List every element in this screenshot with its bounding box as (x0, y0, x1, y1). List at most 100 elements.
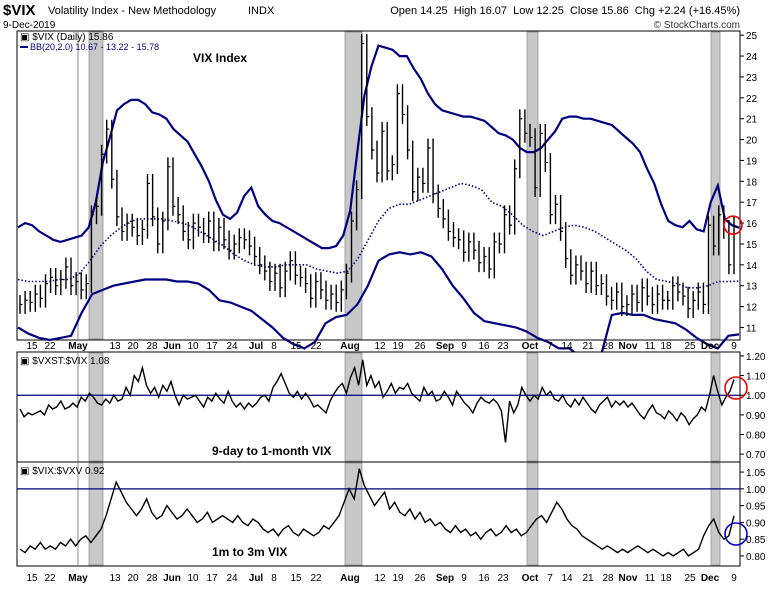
x-tick-label: 15 (26, 341, 38, 352)
y-tick-label: 1.00 (746, 485, 766, 496)
x-tick-label: 28 (146, 573, 158, 584)
highlight-circle (723, 215, 743, 235)
x-tick-label: 23 (497, 573, 509, 584)
chart-name: Volatility Index - New Methodology (48, 5, 217, 17)
y-tick-label: 21 (746, 115, 758, 126)
x-tick-label: 12 (374, 573, 386, 584)
x-axis: 15 22 May 13 20 28 Jun 10 17 24 Jul 8 15 22 Aug 12 19 26 S… (26, 341, 737, 584)
x-tick-label: 25 (684, 341, 696, 352)
y-tick-label: 0.90 (746, 411, 766, 422)
panel-vix: 11 12 13 14 15 16 17 18 19 20 21 22 23 24 25 ▣ $VIX (Da… (16, 30, 758, 365)
y-tick-label: 0.95 (746, 502, 766, 513)
panel-annotation: 1m to 3m VIX (212, 545, 287, 559)
x-tick-label: 10 (187, 573, 199, 584)
panel-vxv-ratio: 0.80 0.85 0.90 0.95 1.00 1.05 ▣ $VIX:$VXV 0.92… (16, 461, 766, 567)
x-tick-label: Dec (701, 573, 720, 584)
shaded-region (526, 31, 539, 340)
x-tick-label: 28 (602, 573, 614, 584)
shaded-region (526, 352, 539, 462)
x-tick-label: Jun (163, 573, 181, 584)
ratio-line (19, 359, 735, 443)
x-tick-label: 14 (561, 573, 573, 584)
x-tick-label: 13 (109, 573, 121, 584)
x-tick-label: May (68, 573, 88, 584)
x-tick-label: 9 (731, 573, 737, 584)
x-tick-label: 10 (187, 341, 199, 352)
shaded-region (710, 462, 721, 566)
y-tick-label: 0.80 (746, 431, 766, 442)
x-tick-label: Aug (340, 341, 359, 352)
x-tick-label: 26 (414, 573, 426, 584)
ratio-line (19, 468, 735, 557)
x-tick-label: May (68, 341, 88, 352)
x-tick-label: Sep (436, 341, 454, 352)
y-tick-label: 1.10 (746, 372, 766, 383)
x-tick-label: 15 (26, 573, 38, 584)
x-tick-label: 9 (461, 341, 467, 352)
y-tick-label: 23 (746, 73, 758, 84)
y-tick-label: 15 (746, 240, 758, 251)
x-tick-label: 24 (226, 341, 238, 352)
x-tick-label: 8 (271, 573, 277, 584)
x-tick-label: 11 (645, 573, 656, 584)
x-tick-label: 17 (206, 341, 218, 352)
annotation-vix-index: VIX Index (193, 51, 247, 65)
shaded-region (88, 352, 104, 462)
panel-annotation: 9-day to 1-month VIX (212, 444, 331, 458)
y-tick-label: 13 (746, 282, 758, 293)
y-tick-label: 0.85 (746, 535, 766, 546)
y-tick-label: 20 (746, 136, 758, 147)
shaded-region (710, 31, 721, 340)
x-tick-label: 22 (310, 573, 322, 584)
x-tick-label: 15 (290, 573, 302, 584)
y-tick-label: 11 (746, 323, 757, 334)
shaded-region (88, 462, 104, 566)
x-tick-label: Nov (619, 573, 638, 584)
shaded-region (526, 462, 539, 566)
x-tick-label: 20 (127, 341, 139, 352)
y-tick-label: 24 (746, 52, 758, 63)
highlight-circle (724, 376, 748, 400)
x-tick-label: 9 (461, 573, 467, 584)
x-tick-label: 26 (414, 341, 426, 352)
x-tick-label: 16 (478, 573, 490, 584)
x-tick-label: 19 (392, 341, 404, 352)
x-tick-label: Nov (619, 341, 638, 352)
bb-middle-line (17, 182, 740, 289)
y-tick-label: 17 (746, 198, 758, 209)
bb-upper-line (17, 44, 740, 250)
x-tick-label: 16 (478, 341, 490, 352)
x-tick-label: 18 (660, 573, 672, 584)
chart-exchange: INDX (248, 5, 275, 17)
y-tick-label: 19 (746, 156, 758, 167)
chart-symbol: $VIX (3, 2, 36, 19)
y-tick-label: 1.20 (746, 352, 766, 363)
x-tick-label: Sep (436, 573, 454, 584)
chart-brand: © StockCharts.com (654, 20, 740, 31)
x-tick-label: 25 (684, 573, 696, 584)
panel-frame (16, 30, 741, 341)
x-tick-label: 18 (660, 341, 672, 352)
panel-frame (16, 351, 741, 463)
x-tick-label: 13 (109, 341, 121, 352)
x-tick-label: 14 (561, 341, 573, 352)
x-tick-label: 21 (582, 573, 594, 584)
y-tick-label: 0.90 (746, 518, 766, 529)
shaded-region (344, 462, 363, 566)
legend-ratio: ▣ $VIX:$VXV 0.92 (20, 466, 105, 477)
x-tick-label: 12 (374, 341, 386, 352)
x-tick-label: 8 (271, 341, 277, 352)
shaded-region (88, 31, 104, 340)
x-tick-label: 9 (731, 341, 737, 352)
x-tick-label: 15 (290, 341, 302, 352)
shaded-region (710, 352, 721, 462)
x-tick-label: 19 (392, 573, 404, 584)
x-tick-label: 23 (497, 341, 509, 352)
x-tick-label: Dec (701, 341, 720, 352)
y-tick-label: 18 (746, 177, 758, 188)
legend-bb: BB(20,2.0) 10.67 - 13.22 - 15.78 (30, 42, 159, 52)
x-tick-label: 24 (226, 573, 238, 584)
x-tick-label: 11 (645, 341, 656, 352)
x-tick-label: 22 (310, 341, 322, 352)
